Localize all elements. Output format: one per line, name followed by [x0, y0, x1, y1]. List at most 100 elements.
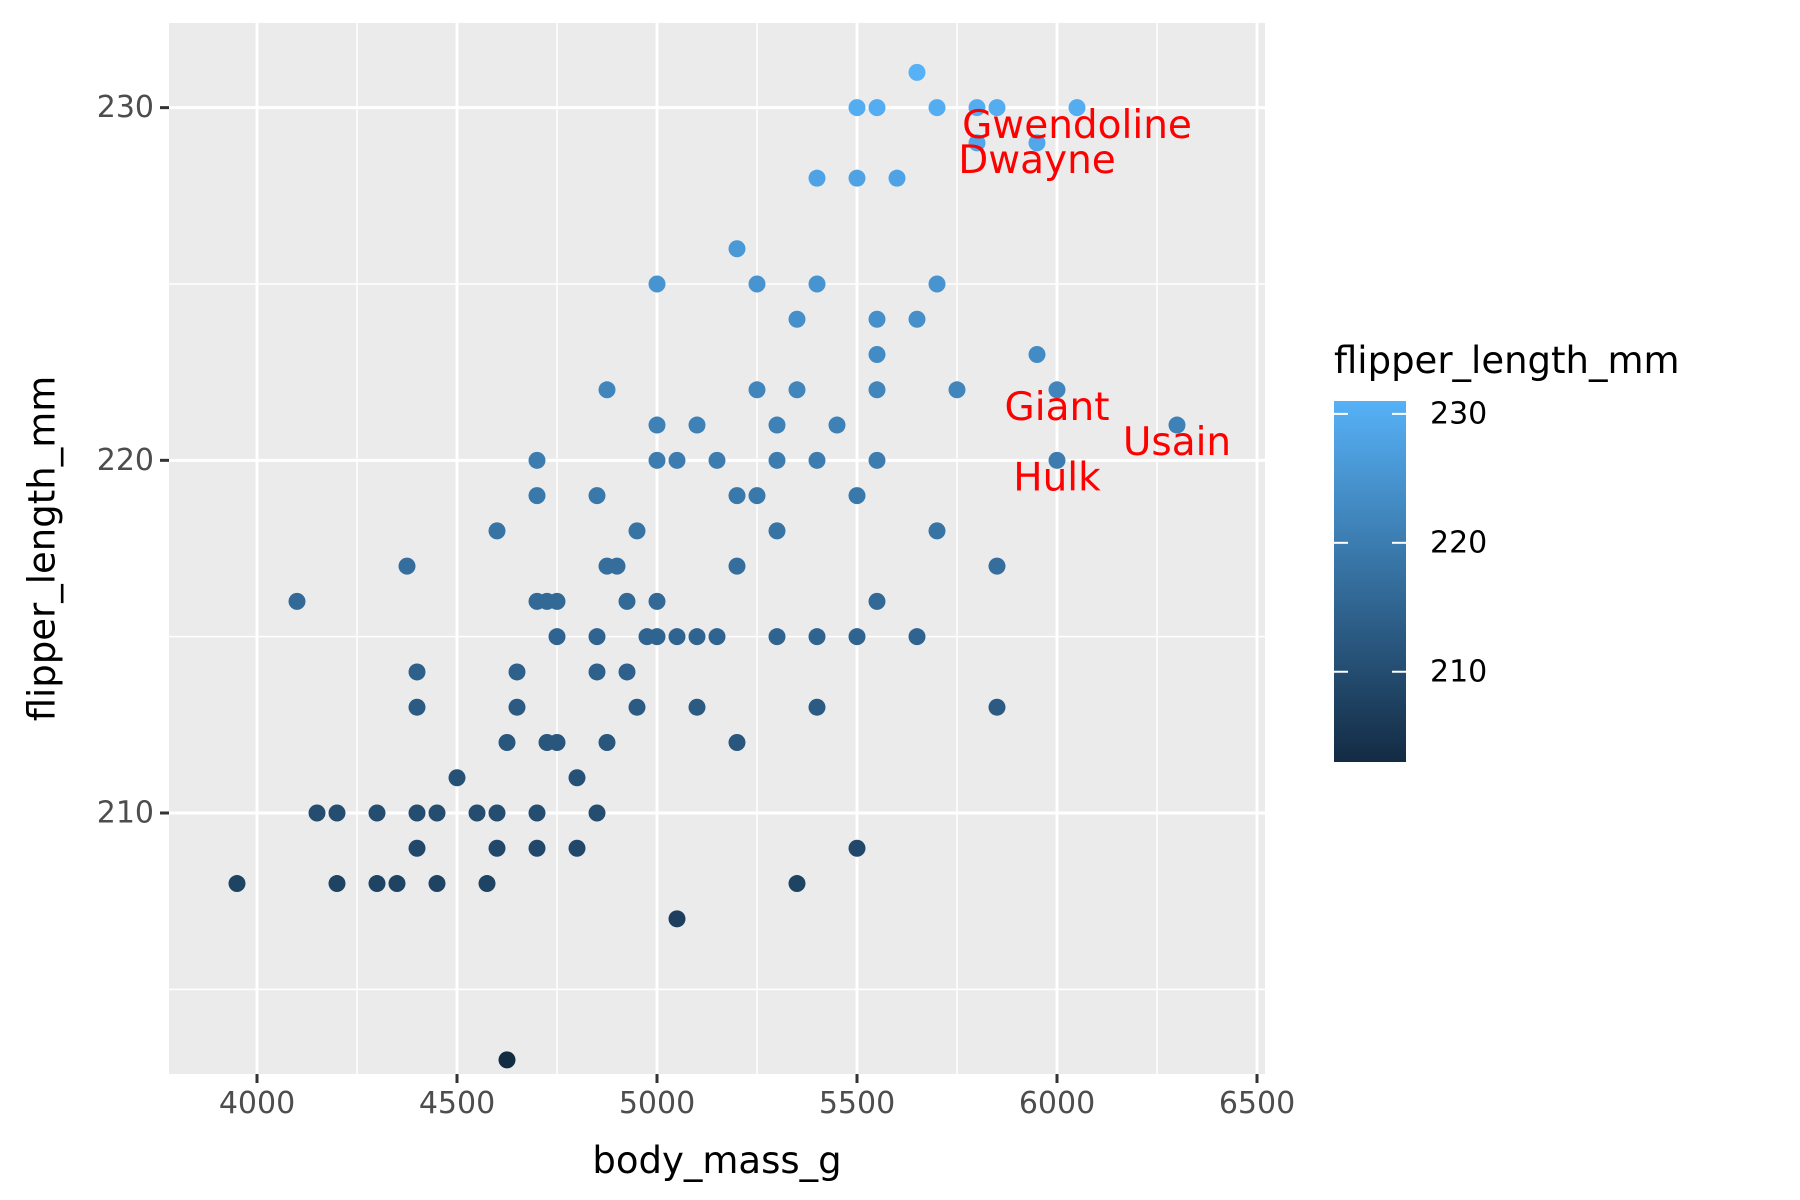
- data-point: [928, 275, 946, 293]
- data-point: [408, 839, 426, 857]
- data-point: [618, 663, 636, 681]
- data-point: [628, 698, 646, 716]
- data-point: [948, 381, 966, 399]
- data-point: [868, 381, 886, 399]
- data-point: [228, 875, 246, 893]
- data-point: [1048, 381, 1066, 399]
- legend-tick-label: 220: [1430, 525, 1487, 560]
- data-point: [868, 592, 886, 610]
- data-point: [868, 99, 886, 117]
- y-tick-label: 230: [97, 90, 154, 125]
- x-tick-label: 5500: [819, 1086, 895, 1121]
- legend-title: flipper_length_mm: [1334, 339, 1680, 382]
- data-point: [478, 875, 496, 893]
- data-point: [598, 733, 616, 751]
- data-point: [808, 451, 826, 469]
- data-point: [648, 628, 666, 646]
- data-point: [588, 804, 606, 822]
- data-point: [498, 1051, 516, 1069]
- data-point: [868, 346, 886, 364]
- data-point: [968, 134, 986, 152]
- data-point: [748, 381, 766, 399]
- data-point: [868, 451, 886, 469]
- data-point: [668, 451, 686, 469]
- data-point: [508, 663, 526, 681]
- data-point: [908, 310, 926, 328]
- legend-ticks: 210 220 230: [1334, 396, 1487, 689]
- data-point: [688, 416, 706, 434]
- y-axis-title: flipper_length_mm: [21, 376, 64, 722]
- data-point: [848, 487, 866, 505]
- data-point: [308, 804, 326, 822]
- data-point: [928, 522, 946, 540]
- data-point: [968, 99, 986, 117]
- data-point: [848, 99, 866, 117]
- data-point: [568, 769, 586, 787]
- data-point: [708, 628, 726, 646]
- data-point: [368, 804, 386, 822]
- data-point: [908, 63, 926, 81]
- point-annotation: Giant: [1005, 385, 1110, 430]
- axes: 4000 4500 5000 5500 6000 6500 210 220 230: [97, 90, 1295, 1121]
- data-point: [988, 99, 1006, 117]
- data-point: [488, 839, 506, 857]
- point-annotation: Hulk: [1013, 455, 1101, 500]
- data-point: [988, 557, 1006, 575]
- data-point: [568, 839, 586, 857]
- data-point: [848, 169, 866, 187]
- data-point: [688, 698, 706, 716]
- data-point: [728, 487, 746, 505]
- data-point: [508, 698, 526, 716]
- data-point: [668, 910, 686, 928]
- data-point: [588, 487, 606, 505]
- data-point: [408, 663, 426, 681]
- data-point: [468, 804, 486, 822]
- data-point: [728, 733, 746, 751]
- point-annotation: Usain: [1123, 420, 1231, 465]
- x-tick-label: 4000: [219, 1086, 295, 1121]
- data-point: [1028, 346, 1046, 364]
- data-point: [888, 169, 906, 187]
- data-point: [398, 557, 416, 575]
- data-point: [648, 275, 666, 293]
- data-point: [408, 804, 426, 822]
- point-annotation: Gwendoline: [962, 103, 1192, 148]
- y-tick-label: 210: [97, 796, 154, 831]
- data-point: [608, 557, 626, 575]
- point-annotation: Dwayne: [958, 138, 1116, 183]
- data-point: [928, 99, 946, 117]
- data-point: [548, 592, 566, 610]
- data-point: [388, 875, 406, 893]
- x-tick-label: 4500: [419, 1086, 495, 1121]
- data-point: [528, 839, 546, 857]
- data-point: [1048, 451, 1066, 469]
- data-point: [1068, 99, 1086, 117]
- data-point: [648, 592, 666, 610]
- data-point: [828, 416, 846, 434]
- data-point: [988, 698, 1006, 716]
- data-point: [428, 875, 446, 893]
- data-point: [848, 628, 866, 646]
- data-point: [788, 310, 806, 328]
- data-point: [488, 804, 506, 822]
- x-tick-label: 5000: [619, 1086, 695, 1121]
- y-tick-label: 220: [97, 443, 154, 478]
- data-point: [868, 310, 886, 328]
- data-point: [588, 628, 606, 646]
- data-point: [498, 733, 516, 751]
- data-point: [808, 698, 826, 716]
- data-point: [528, 487, 546, 505]
- data-point: [768, 451, 786, 469]
- x-axis-title: body_mass_g: [592, 1139, 841, 1182]
- data-point: [748, 487, 766, 505]
- legend-tick-label: 210: [1430, 654, 1487, 689]
- major-gridlines: [169, 23, 1265, 1074]
- data-point: [768, 416, 786, 434]
- data-point: [1168, 416, 1186, 434]
- data-point: [808, 628, 826, 646]
- x-tick-label: 6500: [1219, 1086, 1295, 1121]
- data-point: [768, 522, 786, 540]
- data-point: [808, 169, 826, 187]
- data-point: [628, 522, 646, 540]
- data-point: [588, 663, 606, 681]
